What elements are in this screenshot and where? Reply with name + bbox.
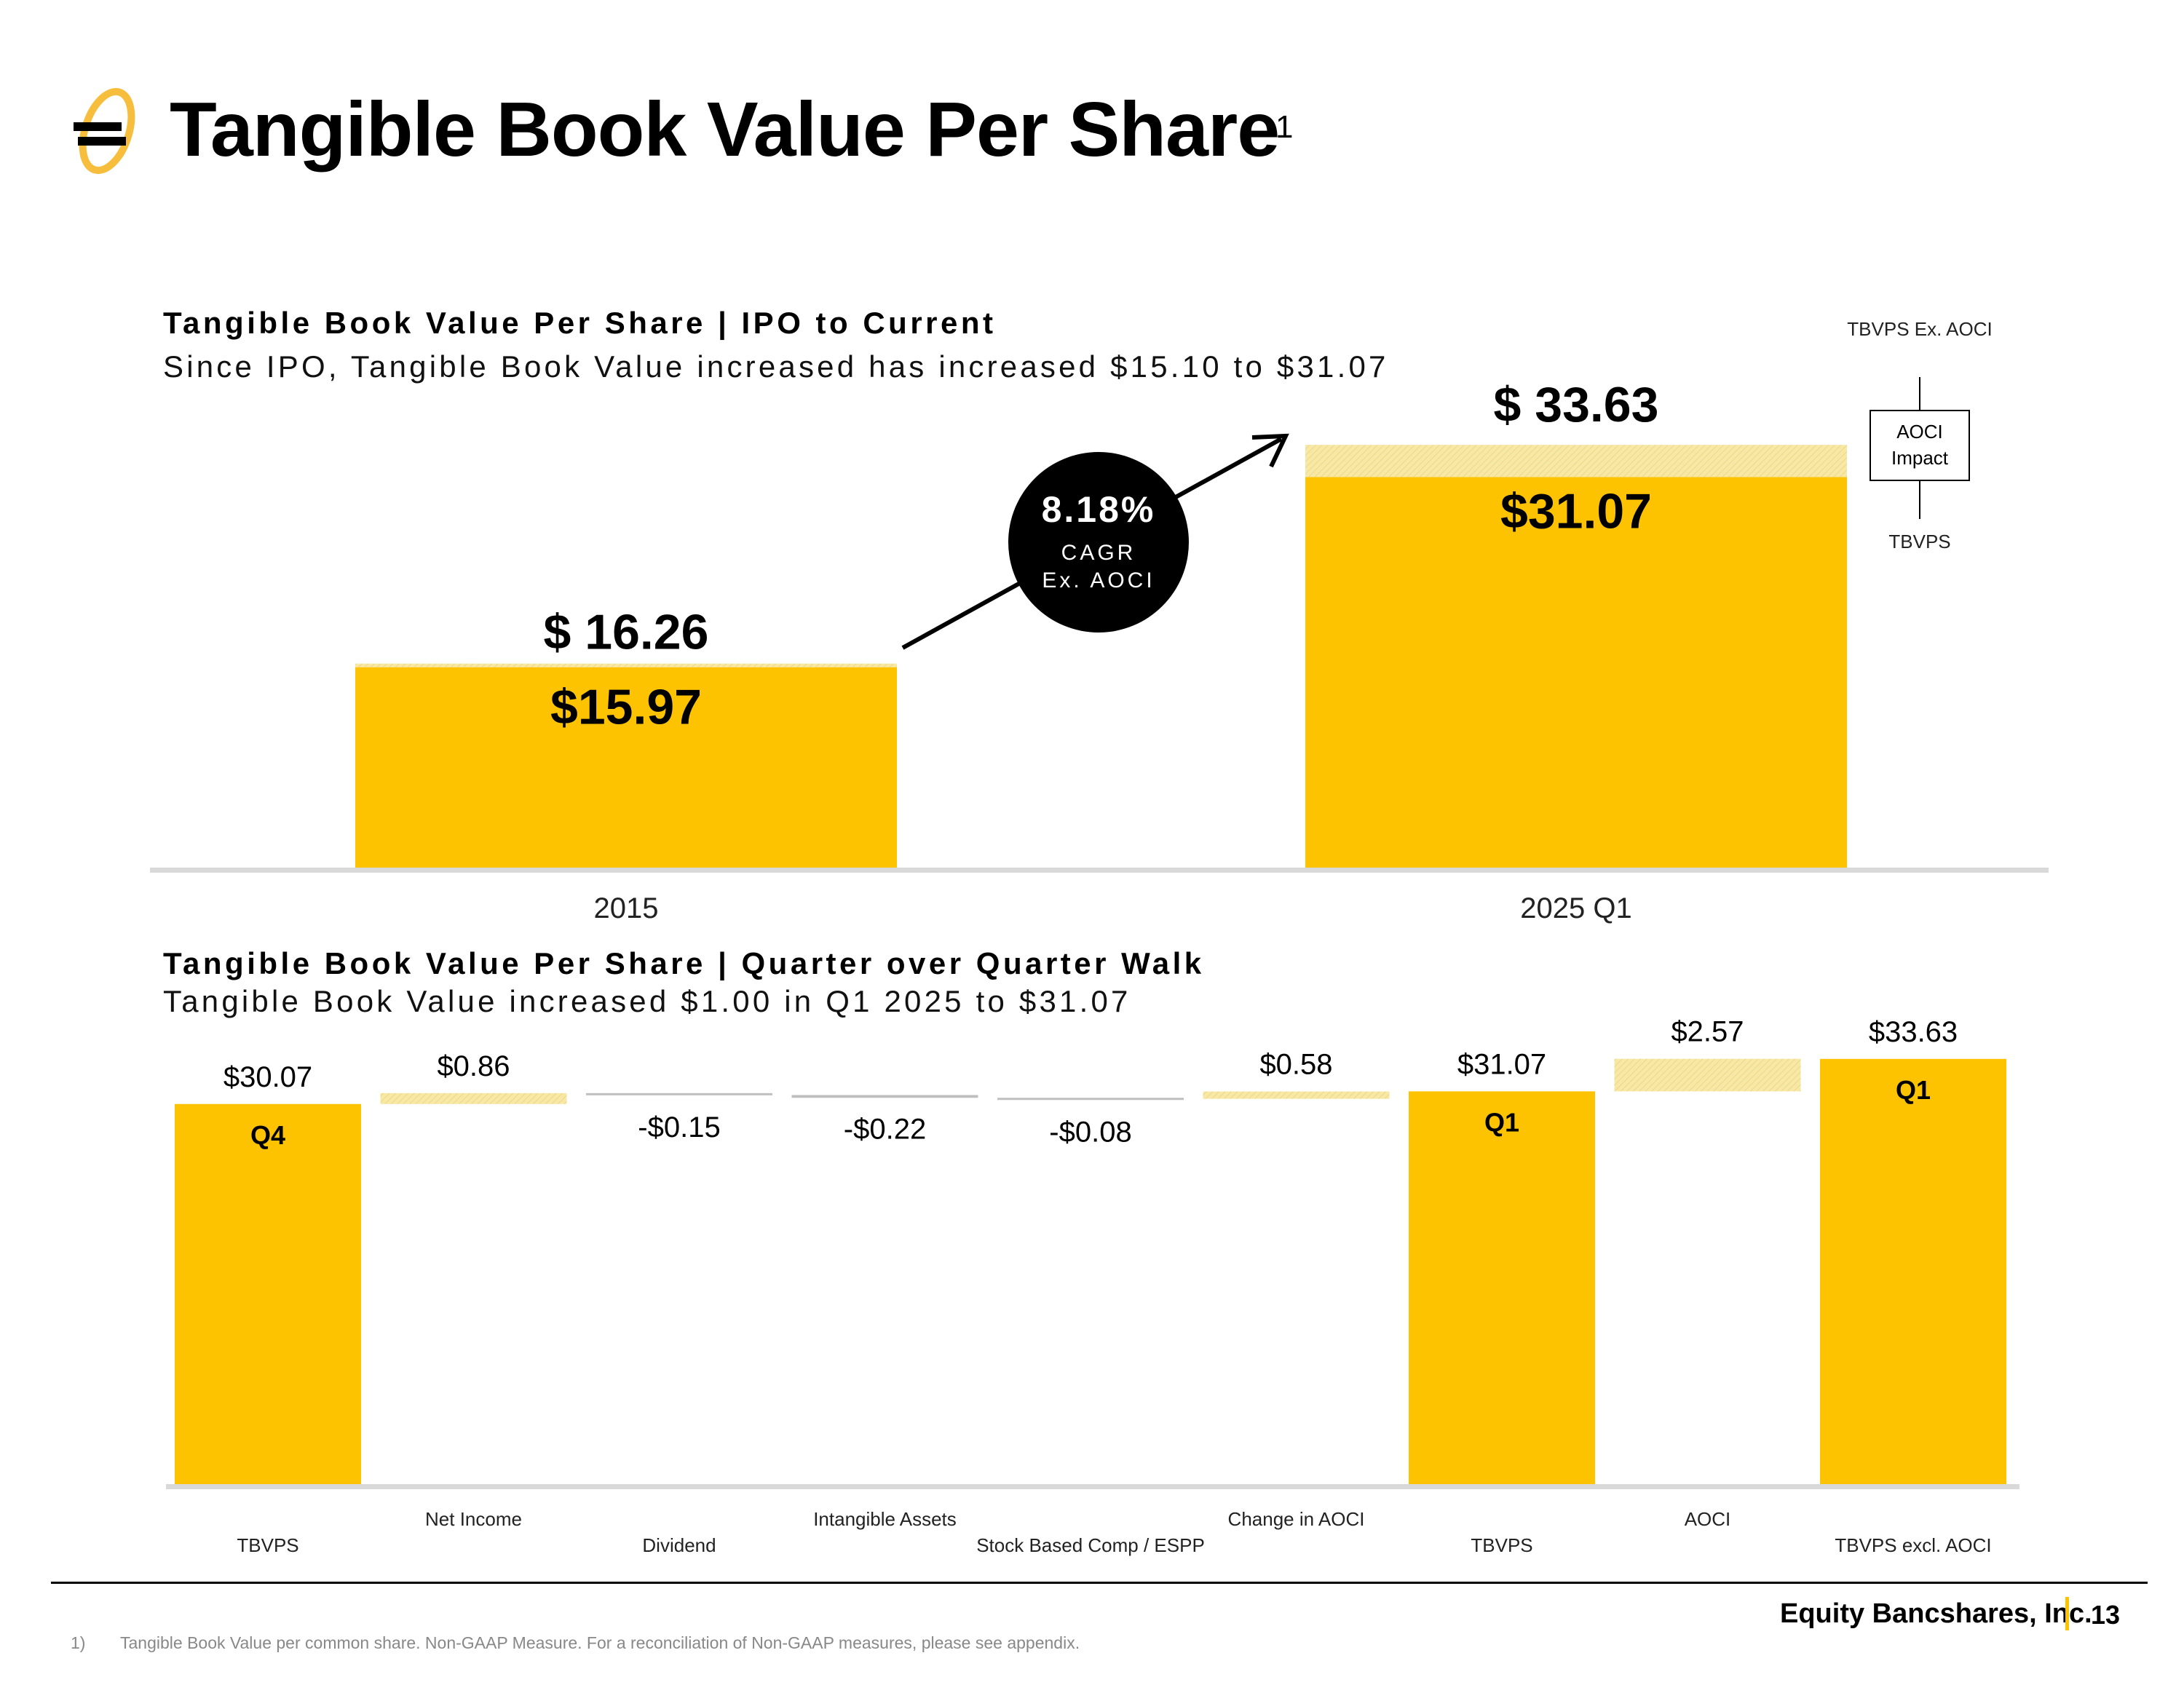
- page-title: Tangible Book Value Per Share: [170, 87, 1280, 173]
- walk-value-label: $30.07: [223, 1061, 312, 1093]
- tbvps-value-label: $31.07: [1500, 483, 1652, 539]
- quarter-walk-chart: $30.07 Q4 TBVPS $0.86 Net Income -$0.15 Divide…: [166, 1016, 2019, 1556]
- equity-bank-logo-icon: [74, 87, 135, 175]
- walk-category-label: Change in AOCI: [1228, 1508, 1365, 1530]
- legend-tbvps: TBVPS: [1888, 531, 1951, 552]
- walk-category-label: TBVPS: [237, 1534, 298, 1556]
- page-number: 13: [2091, 1600, 2121, 1630]
- walk-category-label: Net Income: [425, 1508, 522, 1530]
- bottom-section-subtitle: Tangible Book Value increased $1.00 in Q…: [163, 984, 1131, 1018]
- walk-value-label: -$0.22: [844, 1113, 926, 1145]
- legend-tbvps-ex-aoci: TBVPS Ex. AOCI: [1847, 318, 1993, 340]
- ipo-to-current-chart: $15.97 $ 16.26 2015 $31.07 $ 33.63 2025 Q1: [150, 377, 2049, 924]
- walk-period-tag: Q1: [1896, 1075, 1931, 1105]
- walk-category-label: TBVPS: [1471, 1534, 1532, 1556]
- cagr-note: Ex. AOCI: [1042, 568, 1155, 592]
- total-value-label: $ 33.63: [1494, 377, 1659, 432]
- legend-aoci-impact: AOCI Impact: [1870, 410, 1970, 481]
- top-section-title: Tangible Book Value Per Share | IPO to C…: [163, 306, 997, 340]
- walk-x-axis-baseline: [166, 1484, 2019, 1489]
- company-name: Equity Bancshares, Inc.: [1780, 1598, 2092, 1629]
- footer-divider: [51, 1582, 2148, 1584]
- footer-accent-bar: [2065, 1597, 2069, 1630]
- aoci-impact-bar: [355, 663, 897, 667]
- walk-total-bar: [1409, 1091, 1595, 1485]
- x-tick-label: 2015: [594, 892, 659, 924]
- walk-value-label: -$0.08: [1049, 1116, 1131, 1148]
- bottom-section-title: Tangible Book Value Per Share | Quarter …: [163, 946, 1205, 980]
- top-section-subtitle: Since IPO, Tangible Book Value increased…: [163, 349, 1389, 384]
- legend-connector: [1919, 481, 1920, 519]
- walk-category-label: Stock Based Comp / ESPP: [976, 1534, 1205, 1556]
- walk-category-label: AOCI: [1685, 1508, 1731, 1530]
- cagr-badge: 8.18% CAGR Ex. AOCI: [1008, 452, 1189, 633]
- legend-connector: [1919, 377, 1920, 410]
- walk-change-bar: [380, 1093, 567, 1104]
- walk-value-label: $33.63: [1869, 1016, 1958, 1048]
- walk-value-label: $2.57: [1671, 1016, 1744, 1048]
- walk-value-label: $31.07: [1457, 1048, 1546, 1080]
- footnote-marker: 1): [71, 1633, 86, 1652]
- walk-category-label: TBVPS excl. AOCI: [1835, 1534, 1991, 1556]
- aoci-impact-bar: [1305, 445, 1847, 477]
- tbvps-value-label: $15.97: [550, 680, 702, 735]
- walk-value-label: -$0.15: [638, 1111, 720, 1143]
- walk-total-bar: [1820, 1058, 2006, 1485]
- walk-value-label: $0.86: [437, 1050, 510, 1082]
- walk-change-bar: [1614, 1058, 1801, 1092]
- walk-change-bar: [586, 1093, 772, 1095]
- walk-total-bar: [175, 1103, 361, 1485]
- tbvps-bar: [1305, 477, 1847, 868]
- tbvps-bar: [355, 667, 897, 868]
- footnote: Tangible Book Value per common share. No…: [120, 1633, 1080, 1652]
- x-tick-label: 2025 Q1: [1520, 892, 1631, 924]
- walk-change-bar: [997, 1098, 1184, 1101]
- walk-change-bar: [1203, 1091, 1390, 1099]
- cagr-value: 8.18%: [1041, 489, 1156, 530]
- walk-value-label: $0.58: [1259, 1049, 1332, 1081]
- cagr-label: CAGR: [1061, 541, 1136, 565]
- x-axis-baseline: [150, 868, 2049, 873]
- walk-category-label: Dividend: [642, 1534, 716, 1556]
- walk-category-label: Intangible Assets: [813, 1508, 957, 1530]
- title-footnote-marker: 1: [1275, 109, 1294, 145]
- total-value-label: $ 16.26: [544, 605, 709, 660]
- walk-period-tag: Q1: [1484, 1107, 1519, 1137]
- walk-period-tag: Q4: [250, 1120, 285, 1150]
- walk-change-bar: [791, 1095, 978, 1098]
